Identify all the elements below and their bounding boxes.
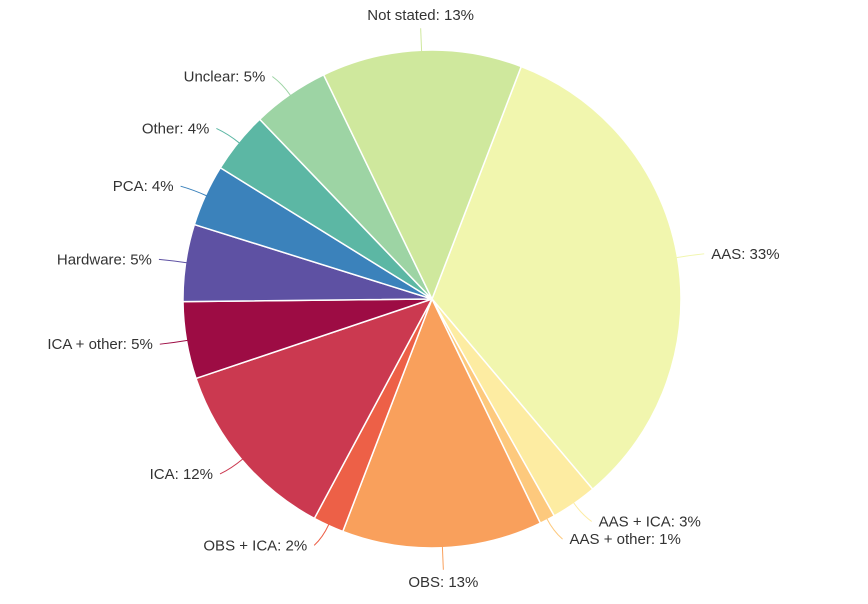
leader-line-other [216,127,240,144]
slice-label-obs-ica: OBS + ICA: 2% [203,537,307,554]
leader-line-obs-ica [313,524,330,546]
slice-label-aas: AAS: 33% [711,246,779,263]
slice-label-not-stated: Not stated: 13% [367,7,474,24]
slice-label-aas-ica: AAS + ICA: 3% [599,514,701,531]
leader-line-aas-ica [573,502,592,522]
slice-label-ica: ICA: 12% [150,466,213,483]
slice-label-unclear: Unclear: 5% [184,68,266,85]
leader-line-not-stated [420,28,423,52]
slice-label-aas-other: AAS + other: 1% [570,531,681,548]
leader-line-obs [441,546,444,570]
slice-label-other: Other: 4% [142,120,210,137]
leader-line-pca [180,185,207,197]
slice-label-pca: PCA: 4% [113,178,174,195]
leader-line-ica [219,458,243,475]
leader-line-unclear [272,76,291,96]
slice-label-obs: OBS: 13% [408,574,478,591]
slice-label-ica-other: ICA + other: 5% [47,336,152,353]
leader-line-aas [676,253,705,259]
leader-line-aas-other [546,518,563,540]
slice-label-hardware: Hardware: 5% [57,251,152,268]
leader-line-ica-other [159,339,188,345]
leader-line-hardware [158,258,187,264]
